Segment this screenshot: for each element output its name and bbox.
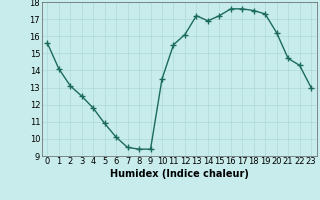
- X-axis label: Humidex (Indice chaleur): Humidex (Indice chaleur): [110, 169, 249, 179]
